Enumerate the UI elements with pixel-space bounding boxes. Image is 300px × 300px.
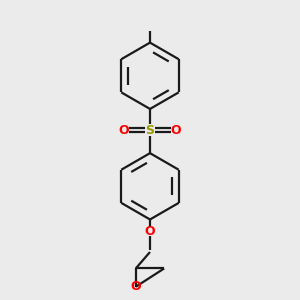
Text: O: O xyxy=(130,280,141,293)
Text: S: S xyxy=(146,124,154,136)
Text: O: O xyxy=(171,124,181,136)
Text: O: O xyxy=(145,225,155,238)
Text: O: O xyxy=(119,124,129,136)
